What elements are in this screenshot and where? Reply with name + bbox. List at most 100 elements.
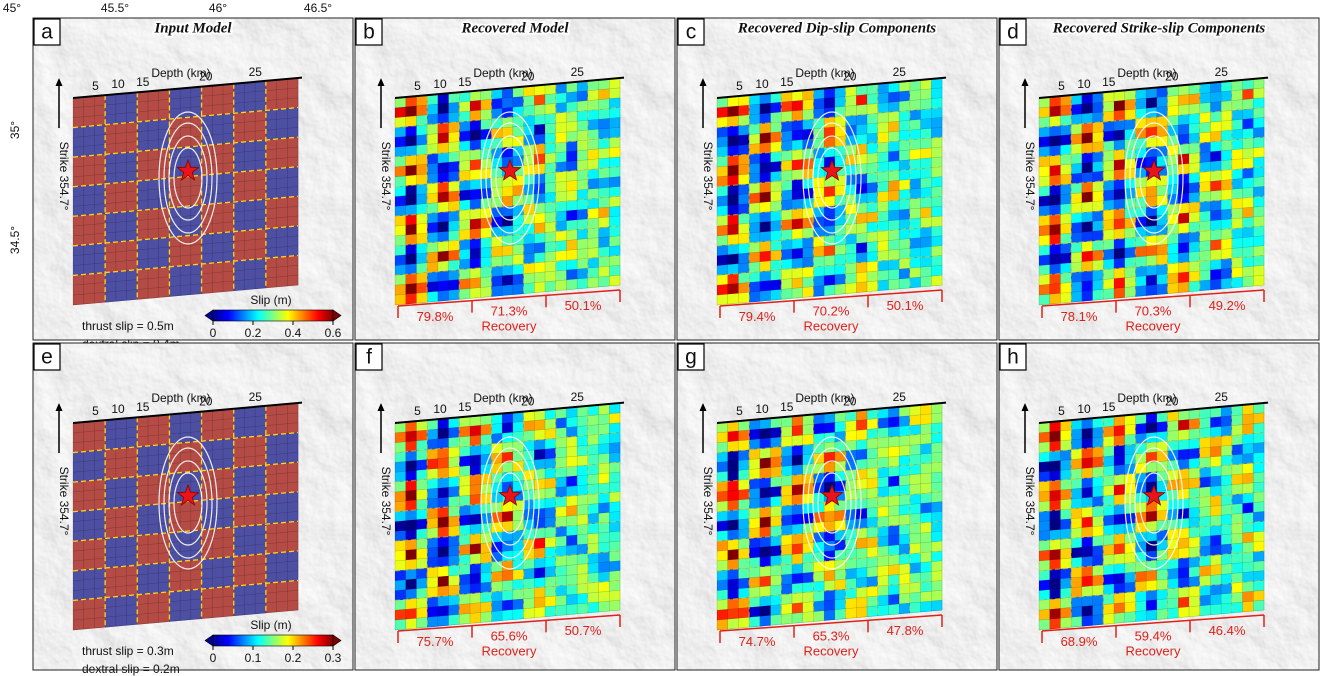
slip-cell: [513, 195, 524, 206]
slip-cell: [449, 112, 460, 123]
slip-cell: [1243, 177, 1254, 188]
slip-cell: [921, 591, 932, 602]
slip-cell: [459, 121, 470, 132]
slip-cell: [1114, 238, 1125, 249]
slip-cell: [416, 519, 427, 530]
slip-cell: [771, 270, 782, 281]
slip-cell: [760, 605, 771, 616]
slip-cell: [1189, 172, 1200, 183]
slip-cell: [1221, 593, 1232, 604]
strike-label: Strike 354.7°: [57, 467, 71, 536]
slip-cell: [867, 192, 878, 203]
slip-cell: [771, 595, 782, 606]
slip-cell: [738, 213, 749, 224]
slip-cell: [921, 227, 932, 238]
slip-cell: [878, 595, 889, 606]
slip-cell: [1082, 251, 1093, 262]
slip-cell: [1232, 592, 1243, 603]
slip-cell: [1243, 197, 1254, 208]
slip-cell: [406, 608, 417, 619]
slip-cell: [491, 266, 502, 277]
slip-cell: [781, 564, 792, 575]
slip-cell: [534, 94, 545, 105]
slip-cell: [792, 100, 803, 111]
strike-label: Strike 354.7°: [1023, 142, 1037, 211]
slip-cell: [1210, 436, 1221, 447]
slip-cell: [899, 603, 910, 614]
slip-cell: [1232, 139, 1243, 150]
slip-cell: [1114, 159, 1125, 170]
recovery-value: 50.1%: [887, 298, 924, 313]
slip-cell: [427, 134, 438, 145]
slip-cell: [599, 256, 610, 267]
recovery-value: 79.8%: [417, 309, 454, 324]
checker-cell: [234, 229, 266, 262]
slip-cell: [588, 257, 599, 268]
slip-cell: [1210, 555, 1221, 566]
slip-cell: [395, 186, 406, 197]
slip-cell: [524, 608, 535, 619]
slip-cell: [1210, 505, 1221, 516]
slip-cell: [406, 451, 417, 462]
slip-cell: [438, 280, 449, 291]
slip-cell: [481, 247, 492, 258]
slip-cell: [878, 93, 889, 104]
slip-cell: [513, 569, 524, 580]
slip-cell: [556, 536, 567, 547]
longitude-label: 46°: [209, 1, 227, 15]
slip-cell: [449, 181, 460, 192]
depth-tick-label: 15: [458, 400, 472, 414]
slip-cell: [878, 112, 889, 123]
slip-cell: [470, 238, 481, 249]
slip-cell: [449, 536, 460, 547]
slip-cell: [1189, 458, 1200, 469]
slip-cell: [813, 246, 824, 257]
slip-cell: [1232, 109, 1243, 120]
slip-cell: [749, 124, 760, 135]
checker-cell: [234, 465, 266, 498]
slip-cell: [1135, 453, 1146, 464]
slip-cell: [749, 478, 760, 489]
slip-cell: [545, 241, 556, 252]
slip-cell: [449, 595, 460, 606]
slip-cell: [1125, 424, 1136, 435]
depth-tick-label: 25: [571, 65, 585, 79]
slip-cell: [1189, 241, 1200, 252]
slip-cell: [1189, 182, 1200, 193]
slip-cell: [534, 449, 545, 460]
slip-cell: [406, 431, 417, 442]
slip-cell: [416, 469, 427, 480]
slip-cell: [577, 219, 588, 230]
slip-cell: [835, 146, 846, 157]
slip-cell: [1071, 222, 1082, 233]
slip-cell: [867, 576, 878, 587]
slip-cell: [878, 231, 889, 242]
slip-cell: [470, 100, 481, 111]
slip-cell: [609, 531, 620, 542]
slip-cell: [824, 97, 835, 108]
slip-cell: [781, 150, 792, 161]
slip-cell: [1125, 287, 1136, 298]
slip-cell: [545, 113, 556, 124]
slip-cell: [599, 207, 610, 218]
slip-cell: [534, 479, 545, 490]
slip-cell: [1093, 142, 1104, 153]
slip-cell: [1082, 546, 1093, 557]
slip-cell: [749, 104, 760, 115]
slip-cell: [738, 558, 749, 569]
slip-cell: [921, 118, 932, 129]
slip-cell: [502, 285, 513, 296]
slip-cell: [416, 154, 427, 165]
recovery-value: 59.4%: [1135, 628, 1172, 643]
recovery-value: 75.7%: [417, 634, 454, 649]
slip-cell: [738, 184, 749, 195]
slip-cell: [813, 423, 824, 434]
slip-cell: [1039, 284, 1050, 295]
slip-cell: [760, 251, 771, 262]
slip-cell: [566, 535, 577, 546]
slip-cell: [395, 619, 406, 630]
slip-cell: [534, 587, 545, 598]
checker-cell: [234, 81, 266, 114]
slip-cell: [921, 148, 932, 159]
slip-cell: [888, 446, 899, 457]
